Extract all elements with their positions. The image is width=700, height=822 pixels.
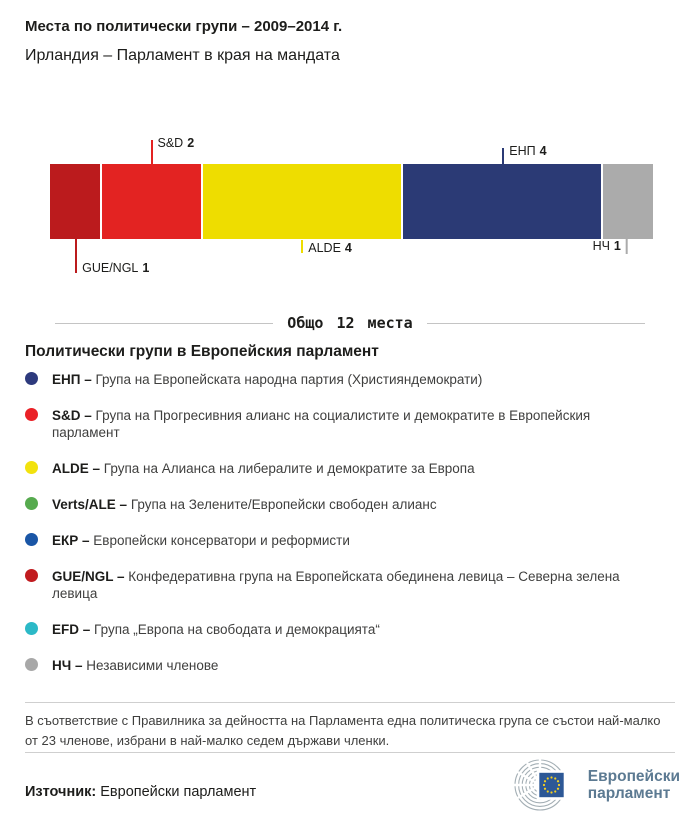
eu-flag-square <box>536 770 567 800</box>
seat-count: 1 <box>142 261 150 275</box>
legend-item-ekr: ЕКР – Европейски консерватори и реформис… <box>25 532 655 549</box>
bar-segment-alde <box>202 164 402 239</box>
legend-dot-icon <box>25 372 38 385</box>
legend-item-gue-ngl: GUE/NGL – Конфедеративна група на Европе… <box>25 568 655 602</box>
legend-dot-icon <box>25 622 38 635</box>
legend-abbr: ALDE – <box>52 461 101 476</box>
divider-line-right <box>426 322 645 324</box>
legend-desc: Конфедеративна група на Европейската обе… <box>52 569 620 601</box>
legend-list: ЕНП – Група на Европейската народна парт… <box>25 371 655 693</box>
european-parliament-logo: Европейски парламент <box>513 758 680 812</box>
ep-logo-text: Европейски парламент <box>588 768 680 802</box>
group-name: S&D <box>157 136 184 150</box>
ep-logo-line1: Европейски <box>587 768 680 785</box>
legend-desc: Група „Европа на свободата и демокрацият… <box>94 622 380 637</box>
ep-hemicycle-icon <box>513 758 567 811</box>
source-label: Източник: <box>25 784 97 800</box>
total-seats-divider: Общо 12 места <box>55 314 645 332</box>
bar-label-alde: ALDE 4 <box>301 239 352 255</box>
tick-line <box>502 148 505 164</box>
tick-line <box>75 239 78 273</box>
legend-item-alde: ALDE – Група на Алианса на либералите и … <box>25 460 655 477</box>
bar-segment-enp <box>403 164 602 239</box>
bar-segment-gue-ngl <box>50 164 100 239</box>
seat-count: 2 <box>187 136 195 150</box>
source-value: Европейски парламент <box>100 784 257 800</box>
ep-logo-line2: парламент <box>587 785 671 802</box>
divider-line <box>25 752 675 753</box>
tick-line <box>301 240 304 253</box>
group-name: ALDE <box>308 241 341 255</box>
legend-heading: Политически групи в Европейския парламен… <box>25 343 379 360</box>
bar-segment-nch <box>603 164 653 239</box>
bar-label-sd: S&D 2 <box>150 136 194 164</box>
legend-abbr: ЕНП – <box>52 372 92 387</box>
group-name: GUE/NGL <box>82 261 139 275</box>
legend-desc: Група на Алианса на либералите и демокра… <box>103 461 475 476</box>
legend-item-enp: ЕНП – Група на Европейската народна парт… <box>25 371 655 388</box>
legend-item-nch: НЧ – Независими членове <box>25 657 655 674</box>
legend-dot-icon <box>25 497 38 510</box>
legend-item-sd: S&D – Група на Прогресивния алианс на со… <box>25 407 655 441</box>
legend-dot-icon <box>25 658 38 671</box>
group-name: ЕНП <box>509 144 536 158</box>
group-name: НЧ <box>592 239 610 253</box>
legend-desc: Група на Европейската народна партия (Хр… <box>95 372 483 387</box>
seat-count: 4 <box>539 144 547 158</box>
tick-line <box>625 239 628 254</box>
page-subtitle: Ирландия – Парламент в края на мандата <box>25 47 340 64</box>
legend-abbr: GUE/NGL – <box>52 569 125 584</box>
footnote: В съответствие с Правилника за дейността… <box>25 713 661 748</box>
bar-label-gue-ngl: GUE/NGL 1 <box>75 239 150 275</box>
divider-line-left <box>55 322 274 324</box>
legend-item-efd: EFD – Група „Европа на свободата и демок… <box>25 621 655 638</box>
total-seats-label: Общо 12 места <box>287 314 413 332</box>
stacked-seat-bar <box>50 164 653 239</box>
legend-desc: Група на Зелените/Европейски свободен ал… <box>130 497 437 512</box>
tick-line <box>150 140 153 164</box>
legend-dot-icon <box>25 461 38 474</box>
legend-abbr: НЧ – <box>52 658 83 673</box>
legend-dot-icon <box>25 569 38 582</box>
seat-bar-chart: GUE/NGL 1 S&D 2 ALDE 4 ЕНП 4 НЧ 1 <box>50 135 653 285</box>
legend-abbr: ЕКР – <box>52 533 90 548</box>
bar-label-enp: ЕНП 4 <box>502 144 547 164</box>
legend-abbr: EFD – <box>52 622 91 637</box>
bar-label-nch: НЧ 1 <box>593 239 628 254</box>
legend-item-verts-ale: Verts/ALE – Група на Зелените/Европейски… <box>25 496 655 513</box>
bar-segment-sd <box>101 164 201 239</box>
legend-abbr: S&D – <box>52 408 92 423</box>
legend-dot-icon <box>25 408 38 421</box>
legend-desc: Европейски консерватори и реформисти <box>93 533 350 548</box>
seat-count: 1 <box>613 239 621 253</box>
divider-line <box>25 702 675 703</box>
legend-desc: Независими членове <box>86 658 219 673</box>
legend-abbr: Verts/ALE – <box>52 497 128 512</box>
eu-stars-circle <box>542 776 560 794</box>
source-line: Източник: Европейски парламент <box>25 784 256 800</box>
legend-dot-icon <box>25 533 38 546</box>
page-title: Места по политически групи – 2009–2014 г… <box>25 18 343 35</box>
seat-count: 4 <box>344 241 352 255</box>
legend-desc: Група на Прогресивния алианс на социалис… <box>52 408 591 440</box>
